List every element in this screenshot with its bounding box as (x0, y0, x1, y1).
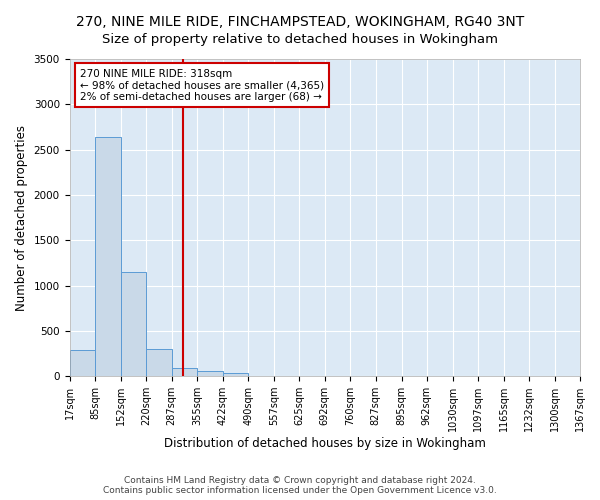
Bar (121, 272, 146, 376)
Text: 270, NINE MILE RIDE, FINCHAMPSTEAD, WOKINGHAM, RG40 3NT: 270, NINE MILE RIDE, FINCHAMPSTEAD, WOKI… (76, 15, 524, 29)
Bar (172, 368, 197, 376)
X-axis label: Distribution of detached houses by size in Wokingham: Distribution of detached houses by size … (164, 437, 486, 450)
Text: Contains HM Land Registry data © Crown copyright and database right 2024.
Contai: Contains HM Land Registry data © Crown c… (103, 476, 497, 495)
Text: Size of property relative to detached houses in Wokingham: Size of property relative to detached ho… (102, 32, 498, 46)
Bar (95, 138, 121, 376)
Bar (197, 371, 223, 376)
Bar (70, 350, 95, 376)
Bar (223, 373, 248, 376)
Y-axis label: Number of detached properties: Number of detached properties (15, 124, 28, 310)
Text: 270 NINE MILE RIDE: 318sqm
← 98% of detached houses are smaller (4,365)
2% of se: 270 NINE MILE RIDE: 318sqm ← 98% of deta… (80, 68, 324, 102)
Bar (146, 350, 172, 376)
